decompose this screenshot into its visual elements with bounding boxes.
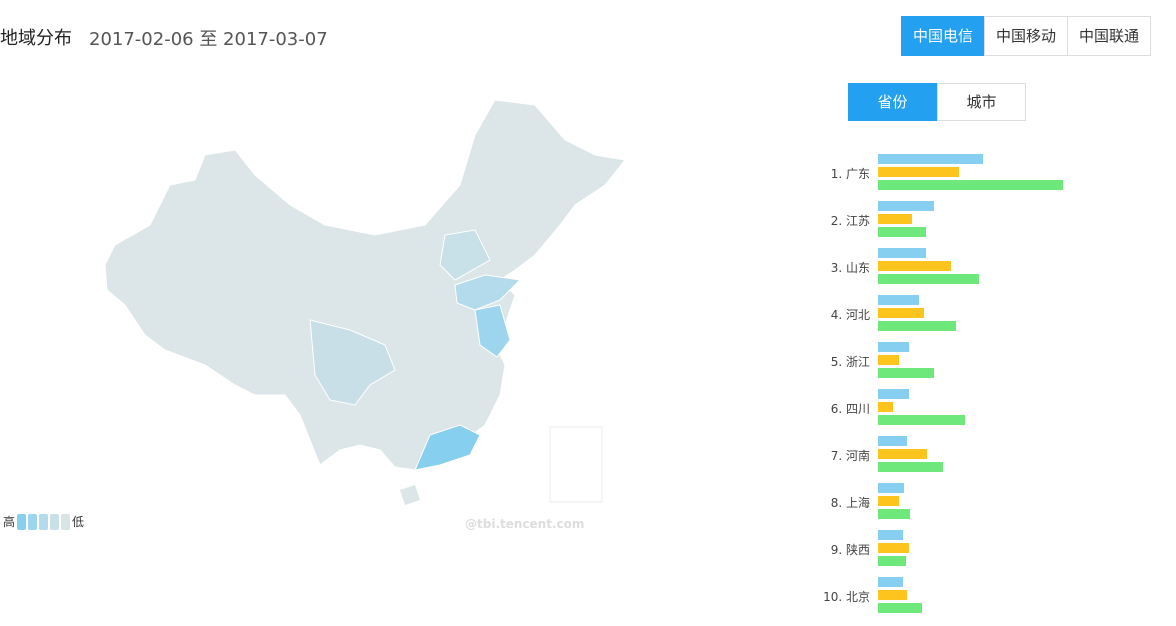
category-label: 5. 浙江 xyxy=(831,355,870,369)
bar-series-1[interactable] xyxy=(878,342,909,352)
bar-series-3[interactable] xyxy=(878,227,926,237)
carrier-switch: 中国电信 中国移动 中国联通 xyxy=(901,16,1152,56)
category-label: 7. 河南 xyxy=(831,448,870,463)
date-range: 2017-02-06 至 2017-03-07 xyxy=(89,29,328,50)
legend-high-label: 高 xyxy=(3,515,16,529)
bar-series-2[interactable] xyxy=(878,167,959,177)
bar-series-1[interactable] xyxy=(878,389,909,399)
category-label: 8. 上海 xyxy=(831,495,870,510)
category-label: 4. 河北 xyxy=(831,308,870,322)
category-label: 9. 陕西 xyxy=(831,542,870,557)
legend-swatch xyxy=(28,513,38,530)
category-label: 6. 四川 xyxy=(831,402,870,416)
region-tabs: 省份 城市 xyxy=(848,83,1026,121)
watermark: @tbi.tencent.com xyxy=(465,517,585,531)
bar-series-2[interactable] xyxy=(878,261,951,271)
bar-series-3[interactable] xyxy=(878,368,934,378)
map-shandong[interactable] xyxy=(454,274,522,311)
category-label: 3. 山东 xyxy=(831,261,870,275)
map-mainland[interactable] xyxy=(104,99,626,471)
bar-series-1[interactable] xyxy=(878,248,926,258)
category-label: 2. 江苏 xyxy=(831,214,870,228)
category-label: 1. 广东 xyxy=(831,167,870,181)
bar-series-3[interactable] xyxy=(878,274,979,284)
bar-series-1[interactable] xyxy=(878,577,903,587)
bar-series-3[interactable] xyxy=(878,462,943,472)
bar-series-3[interactable] xyxy=(878,321,956,331)
bar-series-3[interactable] xyxy=(878,415,965,425)
south-sea-inset xyxy=(549,426,603,503)
bar-series-2[interactable] xyxy=(878,449,927,459)
bar-series-2[interactable] xyxy=(878,496,899,506)
legend-swatch xyxy=(50,513,60,530)
bar-series-1[interactable] xyxy=(878,483,904,493)
top-provinces-bar-chart: 1. 广东 2. 江苏 3. 山东 4. 河北 5. 浙江 6. 四川 7. 河南 8. 上海… xyxy=(823,154,1063,613)
tab-china-unicom[interactable]: 中国联通 xyxy=(1067,16,1152,56)
legend-swatch xyxy=(17,513,27,530)
map-hebei[interactable] xyxy=(439,229,491,281)
tab-city[interactable]: 城市 xyxy=(937,83,1026,121)
bar-series-2[interactable] xyxy=(878,308,924,318)
map-hainan[interactable] xyxy=(400,485,420,505)
tab-china-telecom[interactable]: 中国电信 xyxy=(901,16,986,56)
legend-swatch xyxy=(61,513,71,530)
bar-series-2[interactable] xyxy=(878,543,909,553)
page-title: 地域分布 xyxy=(0,28,72,49)
tab-province[interactable]: 省份 xyxy=(848,83,937,121)
bar-series-3[interactable] xyxy=(878,556,906,566)
category-label: 10. 北京 xyxy=(823,590,870,604)
bar-series-3[interactable] xyxy=(878,509,910,519)
legend-swatch xyxy=(39,513,49,530)
bar-series-2[interactable] xyxy=(878,402,893,412)
bar-series-1[interactable] xyxy=(878,436,907,446)
bar-series-1[interactable] xyxy=(878,201,934,211)
bar-series-3[interactable] xyxy=(878,603,922,613)
bar-series-1[interactable] xyxy=(878,295,919,305)
bar-series-2[interactable] xyxy=(878,355,899,365)
china-map[interactable] xyxy=(95,95,635,515)
bar-series-2[interactable] xyxy=(878,214,912,224)
bar-series-1[interactable] xyxy=(878,154,983,164)
bar-series-2[interactable] xyxy=(878,590,907,600)
map-guangdong[interactable] xyxy=(414,424,481,471)
legend-low-label: 低 xyxy=(72,515,85,529)
map-jiangsu[interactable] xyxy=(474,304,511,358)
map-legend: 高 低 xyxy=(3,513,84,530)
map-sichuan[interactable] xyxy=(309,319,396,406)
bar-series-1[interactable] xyxy=(878,530,903,540)
tab-china-mobile[interactable]: 中国移动 xyxy=(984,16,1069,56)
bar-series-3[interactable] xyxy=(878,180,1063,190)
